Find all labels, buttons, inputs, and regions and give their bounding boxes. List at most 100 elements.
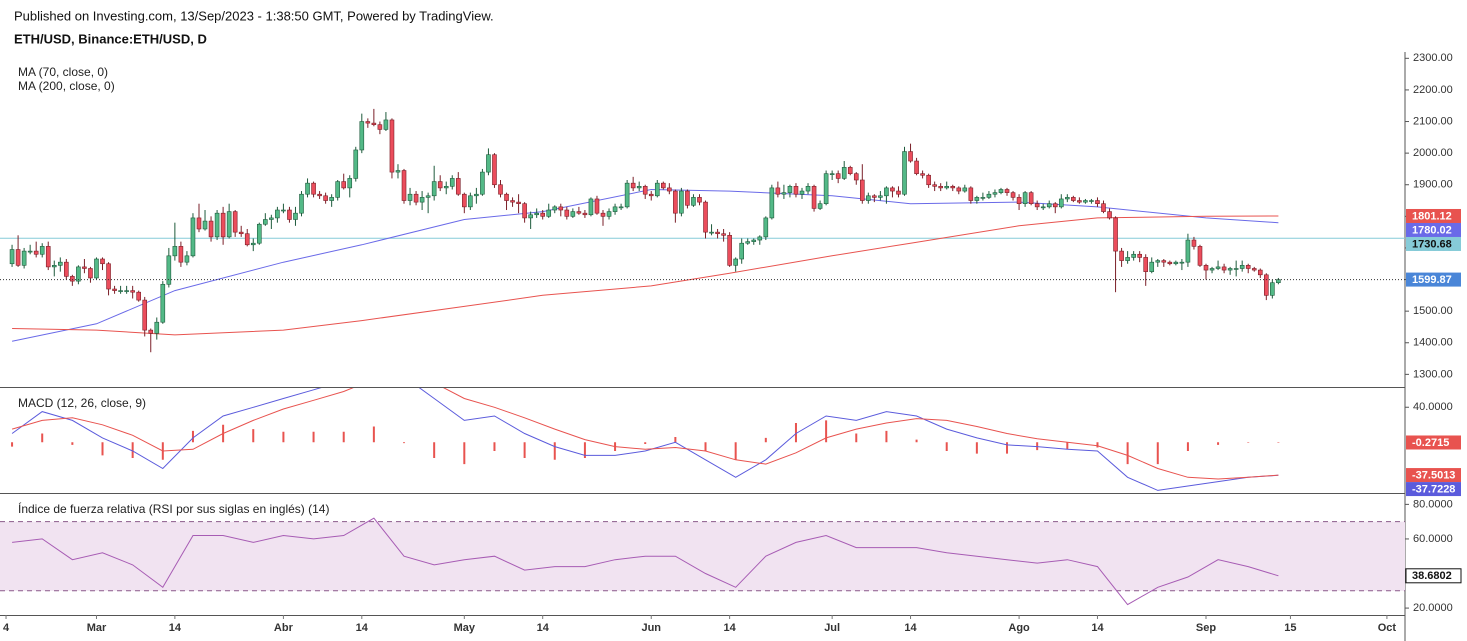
histogram-bar (1156, 442, 1159, 465)
candle-body (341, 181, 347, 189)
candle-body (419, 197, 425, 203)
candle-body (1203, 265, 1209, 271)
x-tick-label: 14 (904, 622, 917, 634)
x-tick-label: Oct (1378, 622, 1397, 634)
candle-body (1173, 261, 1179, 265)
candle-body (1119, 250, 1124, 261)
histogram-bar (794, 423, 797, 443)
histogram-bar (975, 442, 978, 454)
candle-body (184, 255, 190, 263)
candle-body (1257, 269, 1263, 276)
candle-body (250, 242, 256, 246)
candle-body (462, 193, 467, 208)
candle-body (510, 200, 515, 203)
histogram-bar (1217, 442, 1220, 445)
candle-body (914, 160, 919, 174)
candle-body (1270, 282, 1275, 296)
candle-body (437, 181, 443, 189)
candle-body (896, 190, 901, 195)
candle-body (703, 201, 708, 233)
candle-body (118, 290, 123, 292)
candle-body (305, 182, 310, 195)
histogram-bar (885, 430, 888, 443)
candle-body (1083, 200, 1088, 203)
candle-body (1113, 217, 1118, 252)
candle-body (1071, 197, 1076, 201)
candle-body (317, 193, 322, 197)
candle-body (992, 192, 998, 195)
candle-body (793, 186, 799, 195)
candle-body (902, 151, 907, 195)
candle-body (1245, 265, 1251, 269)
candle-body (443, 186, 449, 189)
candle-body (112, 288, 117, 291)
chart-title: ETH/USD, Binance:ETH/USD, D (14, 31, 207, 46)
x-tick-label: 14 (537, 622, 550, 634)
candle-body (673, 190, 678, 214)
candle-body (1052, 203, 1058, 208)
candle-body (932, 184, 937, 187)
candle-body (733, 258, 738, 266)
moving-average-line (11, 188, 1279, 342)
candle-body (721, 233, 726, 236)
candle-body (980, 197, 986, 199)
candle-body (642, 186, 648, 195)
candle-body (51, 265, 57, 268)
candle-body (769, 187, 775, 219)
legend-entry: MA (70, close, 0) (18, 65, 108, 79)
candle-body (667, 187, 672, 192)
candle-body (1131, 253, 1136, 258)
candle-body (1149, 261, 1155, 272)
candle-body (1185, 239, 1191, 263)
candle-body (136, 291, 141, 301)
histogram-bar (41, 433, 44, 443)
histogram-bar (11, 442, 14, 447)
histogram-bar (101, 442, 104, 456)
candle-body (890, 187, 895, 192)
candle-body (540, 212, 546, 217)
candle-body (709, 231, 714, 234)
candle-body (82, 266, 87, 269)
candle-body (636, 186, 642, 189)
candle-body (853, 173, 859, 181)
candle-body (275, 209, 280, 219)
candle-body (166, 255, 172, 285)
x-tick-label: Jul (824, 622, 840, 634)
candle-body (630, 182, 636, 189)
candle-body (232, 211, 238, 233)
candle-body (359, 121, 365, 151)
candle-body (1095, 200, 1100, 204)
y-tick-label: 20.0000 (1413, 602, 1453, 614)
candle-body (697, 197, 702, 203)
candle-body (552, 206, 558, 211)
candle-body (377, 124, 383, 130)
indicator-line (11, 388, 1279, 480)
candle-body (130, 290, 135, 293)
candle-body (106, 263, 111, 290)
candle-body (685, 190, 690, 206)
candle-body (27, 250, 33, 253)
candle-body (220, 212, 226, 238)
candle-body (1004, 189, 1010, 193)
candle-body (600, 212, 606, 217)
candle-body (88, 268, 93, 279)
candle-body (1065, 197, 1070, 200)
candle-body (811, 186, 817, 209)
value-label-box (1406, 468, 1461, 483)
candle-body (94, 258, 99, 279)
histogram-bar (734, 442, 737, 460)
candle-body (781, 192, 787, 195)
candle-body (15, 249, 21, 266)
histogram-bar (583, 442, 586, 458)
candle-body (124, 290, 129, 292)
candle-body (847, 167, 853, 174)
candle-body (299, 193, 304, 214)
candle-body (745, 241, 751, 244)
candle-body (715, 231, 720, 235)
candle-body (576, 211, 582, 214)
candle-body (1040, 206, 1046, 209)
y-tick-label: 60.0000 (1413, 533, 1453, 545)
candle-body (661, 182, 666, 189)
histogram-bar (1066, 442, 1069, 450)
candle-body (775, 187, 781, 195)
